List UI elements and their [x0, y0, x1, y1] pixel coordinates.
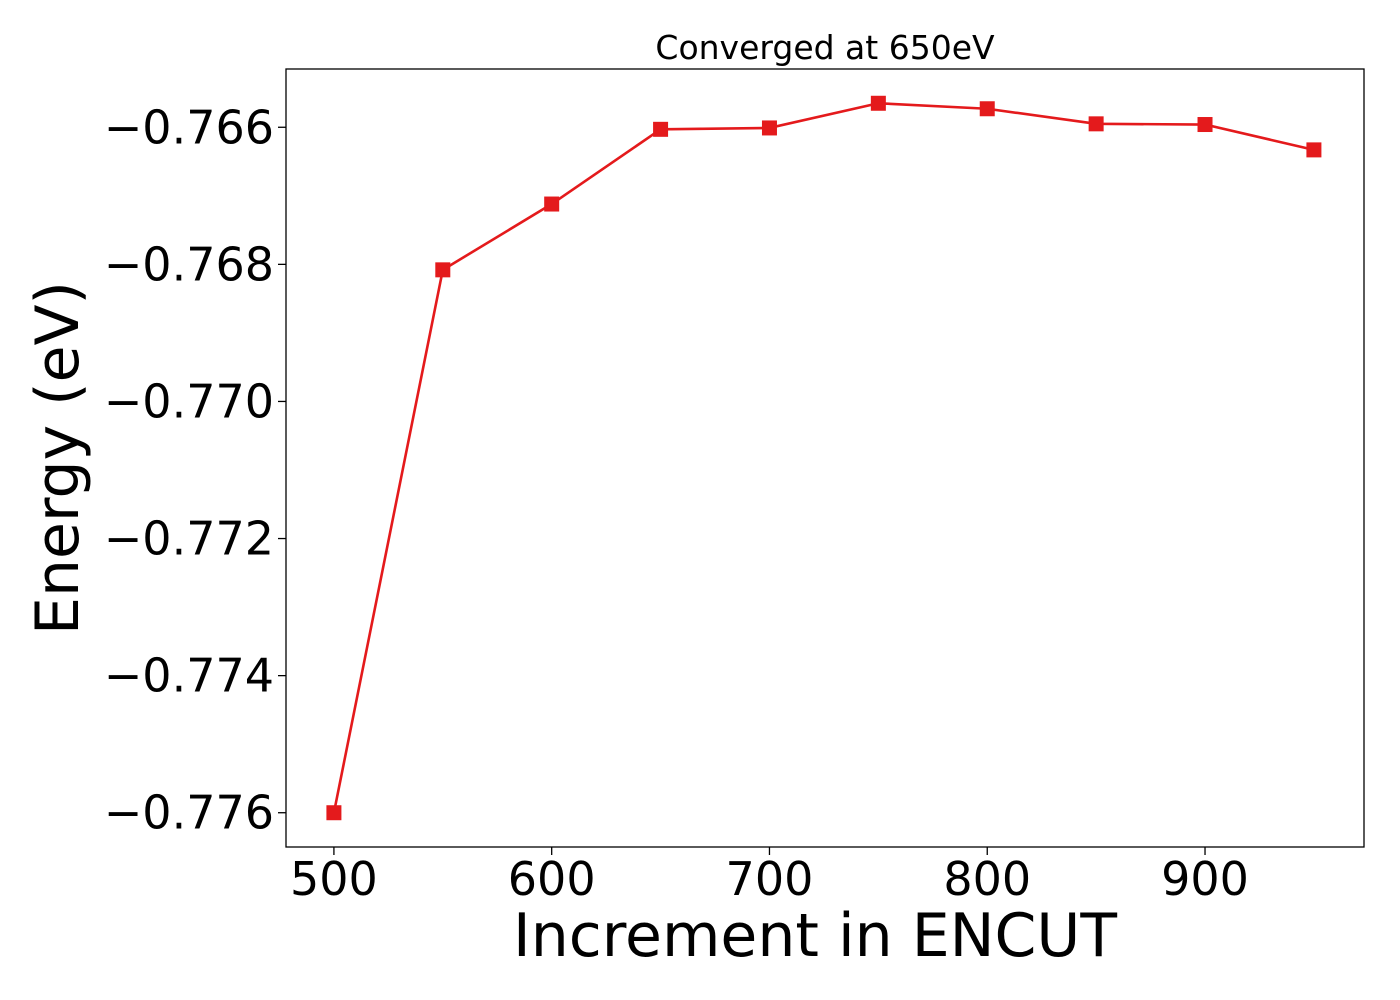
- data-point-marker: [870, 95, 886, 111]
- x-axis-label: Increment in ENCUT: [513, 901, 1117, 971]
- y-tick-label: −0.776: [104, 786, 274, 840]
- y-tick-label: −0.774: [104, 649, 274, 703]
- data-point-marker: [544, 196, 560, 212]
- x-tick-label: 900: [1161, 852, 1249, 906]
- data-point-marker: [979, 101, 995, 117]
- data-point-marker: [1197, 117, 1213, 133]
- y-tick-label: −0.768: [104, 237, 274, 291]
- data-point-marker: [1088, 116, 1104, 132]
- y-tick-label: −0.772: [104, 512, 274, 566]
- x-tick-label: 500: [290, 852, 378, 906]
- x-tick-label: 700: [726, 852, 814, 906]
- chart-title: Converged at 650eV: [655, 28, 995, 67]
- series-group: [326, 95, 1322, 821]
- x-axis: 500 600 700 800 900: [290, 847, 1249, 906]
- data-point-marker: [1306, 142, 1322, 158]
- x-tick-label: 800: [943, 852, 1031, 906]
- y-axis-label: Energy (eV): [23, 281, 93, 635]
- plot-frame: [285, 68, 1365, 848]
- data-point-marker: [653, 121, 669, 137]
- x-tick-label: 600: [508, 852, 596, 906]
- data-point-marker: [435, 262, 451, 278]
- data-point-marker: [761, 120, 777, 136]
- data-point-marker: [326, 805, 342, 821]
- y-tick-label: −0.770: [104, 374, 274, 428]
- y-axis: −0.776 −0.774 −0.772 −0.770 −0.768 −0.766: [104, 100, 286, 840]
- series-line: [332, 101, 1315, 813]
- y-tick-label: −0.766: [104, 100, 274, 154]
